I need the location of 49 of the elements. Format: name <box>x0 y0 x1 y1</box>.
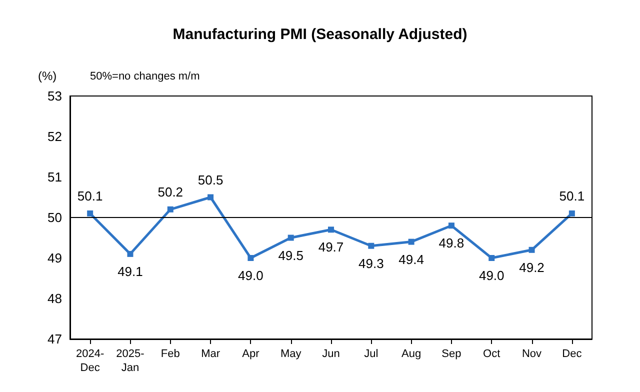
data-label: 49.5 <box>278 248 304 263</box>
x-tick-label: Apr <box>242 348 260 360</box>
y-tick-label: 52 <box>48 129 62 144</box>
point <box>448 222 454 229</box>
x-tick-label: Dec <box>562 348 582 360</box>
chart-title: Manufacturing PMI (Seasonally Adjusted) <box>172 26 468 43</box>
point <box>127 250 134 257</box>
x-tick-label: Nov <box>522 348 542 360</box>
x-tick-label: Sep <box>442 348 462 360</box>
data-label: 50.1 <box>559 188 585 204</box>
x-tick-label: Feb <box>160 348 180 360</box>
x-tick-label: Aug <box>402 348 422 360</box>
x-tick-label: Jul <box>364 348 378 360</box>
data-label: 50.2 <box>158 184 184 200</box>
y-axis-title: (%) <box>38 69 57 83</box>
point <box>528 246 535 253</box>
data-label: 49.2 <box>519 260 544 275</box>
data-label: 49.8 <box>438 236 464 251</box>
y-tick-label: 53 <box>48 88 62 104</box>
data-label: 50.1 <box>77 188 103 204</box>
point <box>488 255 495 261</box>
y-tick-label: 50 <box>48 210 62 225</box>
point <box>328 226 334 233</box>
point <box>368 242 374 249</box>
point <box>208 194 214 200</box>
x-tick-label: Oct <box>483 348 500 360</box>
point <box>288 234 294 241</box>
data-label: 49.1 <box>118 264 143 279</box>
x-tick-label: Jun <box>322 348 340 360</box>
y-tick-label: 49 <box>48 250 62 266</box>
point <box>248 255 254 261</box>
data-label: 49.0 <box>478 268 504 283</box>
point <box>408 238 414 245</box>
y-tick-label: 51 <box>48 170 62 184</box>
x-tick-label: May <box>280 348 302 360</box>
point <box>87 210 94 216</box>
point <box>167 206 174 212</box>
y-tick-label: 48 <box>48 291 62 306</box>
data-label: 49.3 <box>358 256 384 271</box>
data-label: 49.7 <box>318 240 344 255</box>
x-tick-label: 2025- Jan <box>116 348 145 374</box>
x-tick-label: Mar <box>201 348 220 360</box>
point <box>568 210 575 216</box>
text: 50%=no changes m/m <box>90 70 200 82</box>
x-tick-label: 2024- Dec <box>76 348 104 374</box>
data-label: 49.4 <box>398 252 424 267</box>
data-label: 50.5 <box>198 172 224 188</box>
data-label: 49.0 <box>238 268 264 283</box>
y-tick-label: 47 <box>48 332 62 346</box>
